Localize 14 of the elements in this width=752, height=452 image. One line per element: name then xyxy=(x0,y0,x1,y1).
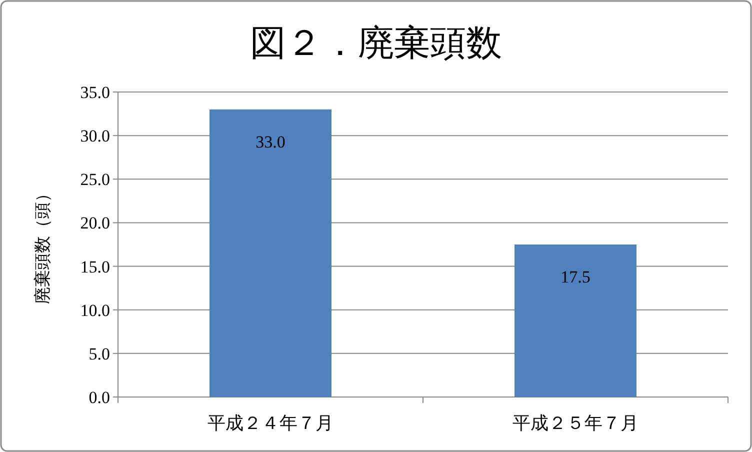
y-tick-label: 35.0 xyxy=(80,83,110,102)
data-label: 17.5 xyxy=(560,268,590,286)
data-label: 33.0 xyxy=(256,132,286,152)
y-axis-title: 廃棄頭数（頭） xyxy=(33,185,52,304)
y-tick-label: 0.0 xyxy=(88,388,110,407)
y-tick-label: 10.0 xyxy=(80,300,110,320)
y-tick-label: 25.0 xyxy=(80,170,110,190)
y-tick-label: 20.0 xyxy=(80,214,110,233)
y-tick-label: 15.0 xyxy=(80,257,110,276)
chart-title: 図２．廃棄頭数 xyxy=(250,23,502,63)
y-tick-label: 30.0 xyxy=(80,126,110,146)
x-tick-label: 平成２４年７月 xyxy=(208,413,334,433)
y-tick-label: 5.0 xyxy=(88,344,110,364)
x-tick-label: 平成２５年７月 xyxy=(512,413,638,433)
